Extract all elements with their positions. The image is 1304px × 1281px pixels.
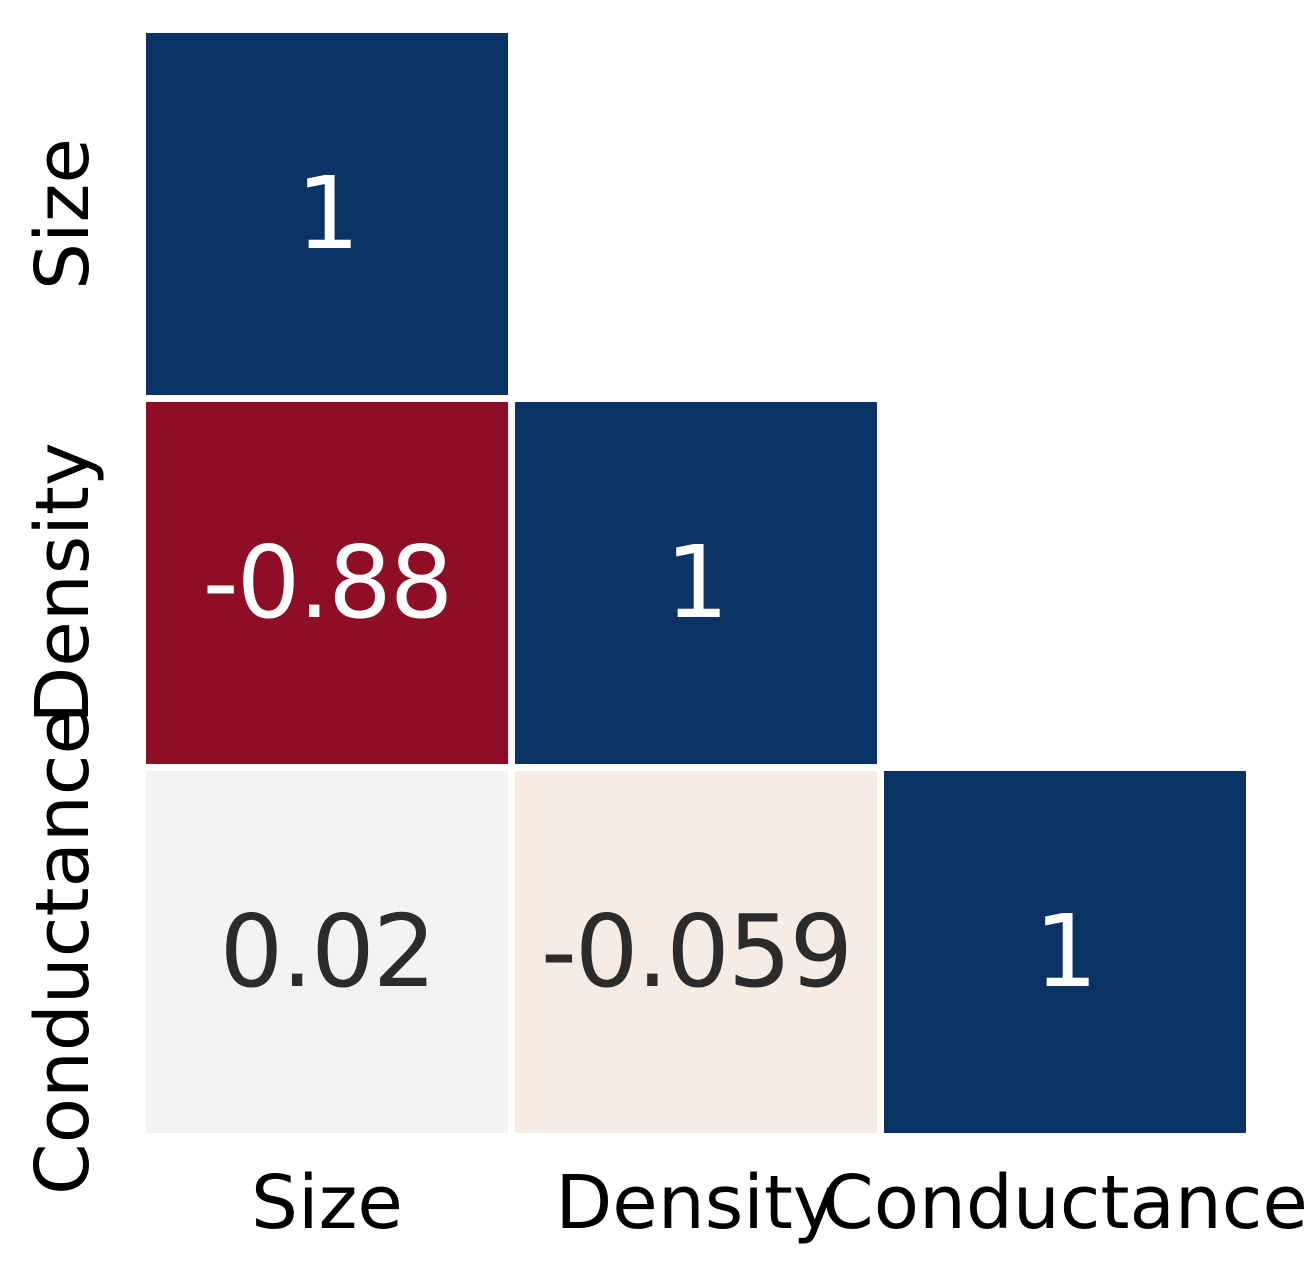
x-axis-label-conductance: Conductance — [822, 1160, 1304, 1246]
heatmap-cell-conductance-conductance: 1 — [884, 771, 1246, 1133]
heatmap-cell-size-size: 1 — [146, 33, 508, 395]
x-axis-label-density: Density — [555, 1160, 837, 1246]
heatmap-cell-density-size: -0.88 — [146, 402, 508, 764]
y-axis-label-conductance: Conductance — [20, 709, 106, 1195]
heatmap-cell-conductance-size: 0.02 — [146, 771, 508, 1133]
x-axis-label-size: Size — [251, 1160, 403, 1246]
heatmap-cell-density-density: 1 — [515, 402, 877, 764]
y-axis-label-density: Density — [20, 442, 106, 724]
y-axis-label-size: Size — [20, 138, 106, 290]
heatmap-cell-conductance-density: -0.059 — [515, 771, 877, 1133]
